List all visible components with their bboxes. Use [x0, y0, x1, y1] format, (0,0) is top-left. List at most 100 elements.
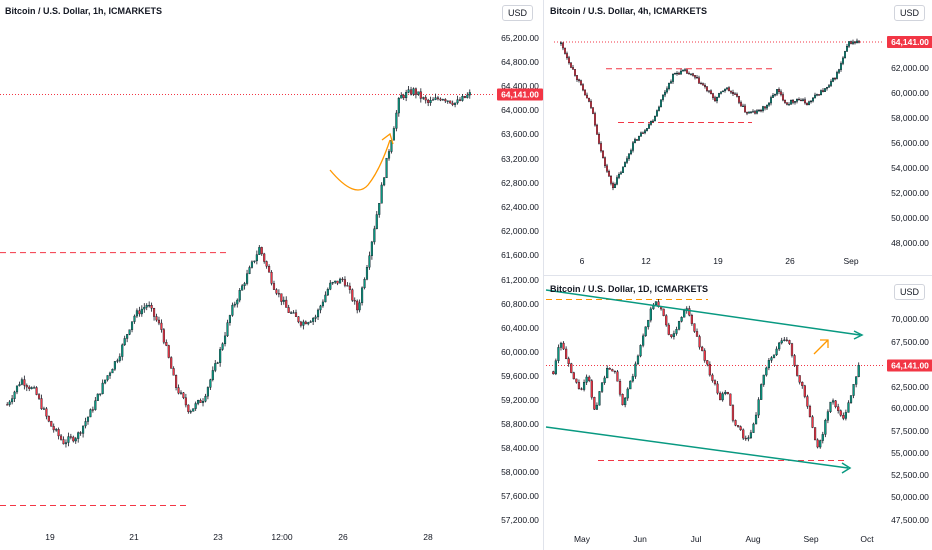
candle-body — [681, 69, 684, 72]
candle-body — [613, 183, 616, 189]
candle-body — [651, 120, 654, 122]
candle-body — [439, 98, 442, 101]
candle-body — [683, 310, 686, 318]
candle-body — [387, 151, 391, 159]
candle-body — [395, 112, 398, 129]
candle-body — [270, 271, 273, 284]
chart-pane-4h[interactable]: 64,000.0062,000.0060,000.0058,000.0056,0… — [544, 0, 932, 275]
candle-body — [94, 400, 97, 410]
candle-body — [434, 97, 437, 100]
candle-body — [767, 102, 770, 106]
candle-body — [201, 401, 205, 403]
candle-body — [277, 293, 280, 295]
candle-body — [334, 280, 337, 283]
candle-body — [233, 303, 236, 306]
x-tick-label: Jun — [633, 534, 647, 544]
chart-1h-svg[interactable]: 65,200.00 64,800.00 64,400.00 64,000.00 63,6… — [0, 0, 543, 550]
candle-body — [567, 358, 570, 364]
candle-body — [742, 429, 745, 439]
y-tick-label: 58,400.00 — [501, 443, 539, 453]
candle-body — [353, 300, 356, 302]
candle-body — [584, 89, 587, 96]
candle-body — [811, 416, 814, 428]
candle-body — [741, 105, 744, 107]
candle-body — [62, 439, 65, 445]
candle-body — [454, 102, 457, 105]
pane-divider-vertical[interactable] — [543, 0, 544, 550]
candle-body — [400, 94, 403, 99]
y-tick-label: 59,600.00 — [501, 371, 539, 381]
candle-body — [566, 53, 569, 58]
candle-body — [816, 94, 819, 96]
y-tick-label: 63,600.00 — [501, 129, 539, 139]
candle-body — [429, 100, 432, 103]
candle-body — [763, 106, 766, 109]
candle-body — [336, 280, 339, 284]
currency-button-1d[interactable]: USD — [894, 284, 926, 300]
chart-4h-title: Bitcoin / U.S. Dollar, 4h, ICMARKETS — [550, 6, 708, 16]
candle-body — [765, 367, 768, 376]
candle-body — [441, 99, 444, 101]
candle-body — [796, 365, 799, 376]
candle-body — [695, 76, 698, 79]
candle-body — [106, 375, 109, 381]
y-tick-label: 57,600.00 — [501, 491, 539, 501]
candle-body — [331, 282, 334, 284]
candle-body — [760, 384, 763, 400]
candle-body — [711, 93, 714, 98]
currency-button-4h[interactable]: USD — [894, 5, 926, 21]
candle-body — [649, 121, 652, 125]
candle-body — [731, 92, 734, 95]
y-tick-label: 64,400.00 — [501, 81, 539, 91]
candle-body — [709, 90, 712, 94]
y-tick-label: 60,000.00 — [501, 347, 539, 357]
candle-body — [74, 438, 77, 442]
candle-body — [250, 261, 254, 268]
candle-body — [844, 412, 847, 419]
candle-body — [717, 93, 720, 98]
candle-body — [808, 406, 812, 418]
candle-body — [672, 333, 676, 337]
candle-body — [565, 348, 568, 359]
candle-body — [778, 342, 781, 350]
candle-body — [299, 321, 302, 326]
y-tick-label: 58,000.00 — [501, 467, 539, 477]
candle-body — [582, 84, 585, 91]
candle-body — [113, 361, 116, 370]
candle-body — [633, 139, 636, 143]
channel-upper-arrow — [853, 330, 864, 340]
candle-body — [670, 334, 673, 337]
candle-body — [96, 393, 99, 401]
candle-body — [657, 106, 660, 111]
candle-body — [246, 273, 249, 284]
candle-body — [621, 166, 624, 173]
candle-body — [72, 436, 75, 442]
candle-body — [570, 363, 573, 373]
candle-body — [634, 363, 637, 377]
candle-body — [798, 375, 801, 383]
candle-body — [849, 395, 853, 403]
x-tick-label: 28 — [423, 532, 433, 542]
candle-body — [253, 260, 256, 263]
chart-1d-svg[interactable]: 70,000.0067,500.0065,000.0062,500.0060,0… — [544, 276, 932, 550]
candle-body — [785, 339, 788, 341]
candle-body — [739, 102, 742, 107]
chart-4h-svg[interactable]: 64,000.0062,000.0060,000.0058,000.0056,0… — [544, 0, 932, 275]
candle-body — [160, 322, 163, 330]
candle-body — [775, 89, 778, 95]
candle-body — [140, 308, 143, 315]
candle-body — [852, 41, 855, 44]
candle-body — [414, 88, 417, 95]
price-label-bg — [887, 359, 932, 372]
candle-body — [779, 91, 782, 95]
candle-body — [834, 400, 837, 408]
x-tick-label: May — [574, 534, 591, 544]
candle-body — [226, 322, 229, 337]
candle-body — [606, 368, 609, 379]
chart-pane-1d[interactable]: 70,000.0067,500.0065,000.0062,500.0060,0… — [544, 276, 932, 550]
currency-button-1h[interactable]: USD — [502, 5, 534, 21]
pane-divider-horizontal[interactable] — [544, 275, 932, 276]
chart-pane-1h[interactable]: 65,200.00 64,800.00 64,400.00 64,000.00 63,6… — [0, 0, 543, 550]
candle-body — [446, 100, 449, 102]
candle-body — [57, 429, 60, 437]
